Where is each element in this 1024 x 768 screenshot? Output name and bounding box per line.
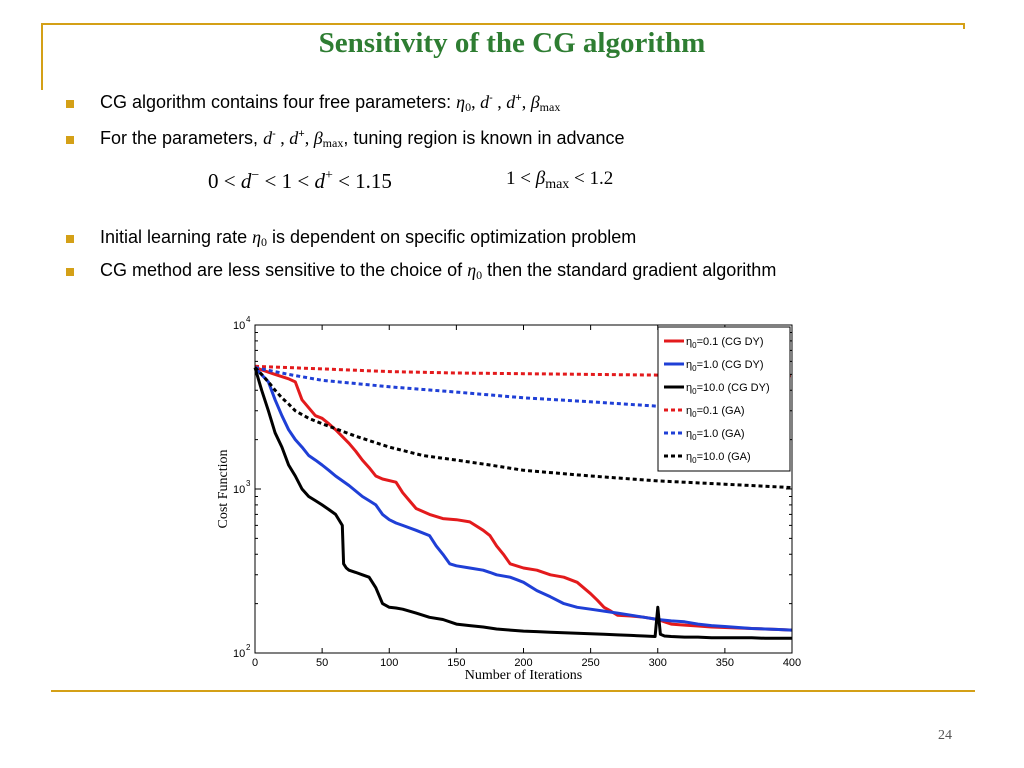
- equation-beta-range: 1 < βmax < 1.2: [506, 168, 614, 192]
- frame-bottom-rule: [51, 690, 975, 692]
- x-tick-label: 250: [581, 657, 599, 669]
- y-tick-exponent: 4: [246, 315, 251, 324]
- legend-box: [657, 326, 791, 472]
- page-number: 24: [938, 728, 952, 743]
- bullet-4-text: CG method are less sensitive to the choi…: [100, 260, 777, 282]
- y-tick-label: 10: [233, 648, 245, 660]
- frame-top-rule: [41, 23, 965, 25]
- x-tick-label: 50: [316, 657, 328, 669]
- series-line-1: [254, 366, 793, 632]
- y-axis-label: Cost Function: [216, 450, 231, 529]
- legend-label-4: η0=0.1 (GA): [686, 405, 745, 419]
- y-tick-exponent: 2: [246, 643, 251, 652]
- plot-lines: [253, 364, 793, 640]
- x-tick-label: 150: [447, 657, 465, 669]
- bullet-1-text: CG algorithm contains four free paramete…: [100, 92, 561, 114]
- x-tick-label: 350: [716, 657, 734, 669]
- legend: η0=0.1 (CG DY) η0=1.0 (CG DY) η0=10.0 (CG …: [657, 326, 791, 472]
- series-line-4: [254, 364, 793, 378]
- x-axis-label: Number of Iterations: [465, 668, 582, 683]
- x-tick-label: 200: [514, 657, 532, 669]
- bullet-square-icon: [66, 235, 74, 243]
- frame-left-rule: [41, 23, 43, 90]
- x-tick-label: 0: [252, 657, 258, 669]
- bullet-2-text: For the parameters, d- , d+, βmax, tunin…: [100, 128, 625, 150]
- frame-top-tick: [963, 23, 965, 29]
- bullet-square-icon: [66, 136, 74, 144]
- legend-label-5: η0=1.0 (GA): [686, 428, 745, 442]
- bullet-square-icon: [66, 100, 74, 108]
- legend-label-3: η0=10.0 (CG DY): [686, 382, 770, 396]
- legend-label-1: η0=0.1 (CG DY): [686, 336, 764, 350]
- x-tick-label: 300: [649, 657, 667, 669]
- bullet-square-icon: [66, 268, 74, 276]
- series-line-3: [253, 367, 792, 640]
- legend-label-2: η0=1.0 (CG DY): [686, 359, 764, 373]
- slide-title: Sensitivity of the CG algorithm: [318, 27, 706, 59]
- x-tick-label: 100: [380, 657, 398, 669]
- y-tick-label: 10: [233, 320, 245, 332]
- equation-d-range: 0 < d− < 1 < d+ < 1.15: [208, 168, 392, 193]
- y-tick-label: 10: [233, 484, 245, 496]
- series-line-6: [253, 366, 793, 490]
- series-line-2: [253, 366, 793, 632]
- series-line-5: [254, 366, 793, 413]
- y-tick-exponent: 3: [246, 479, 251, 488]
- x-tick-label: 400: [783, 657, 801, 669]
- bullet-3-text: Initial learning rate η0 is dependent on…: [100, 227, 637, 249]
- legend-label-6: η0=10.0 (GA): [686, 451, 751, 465]
